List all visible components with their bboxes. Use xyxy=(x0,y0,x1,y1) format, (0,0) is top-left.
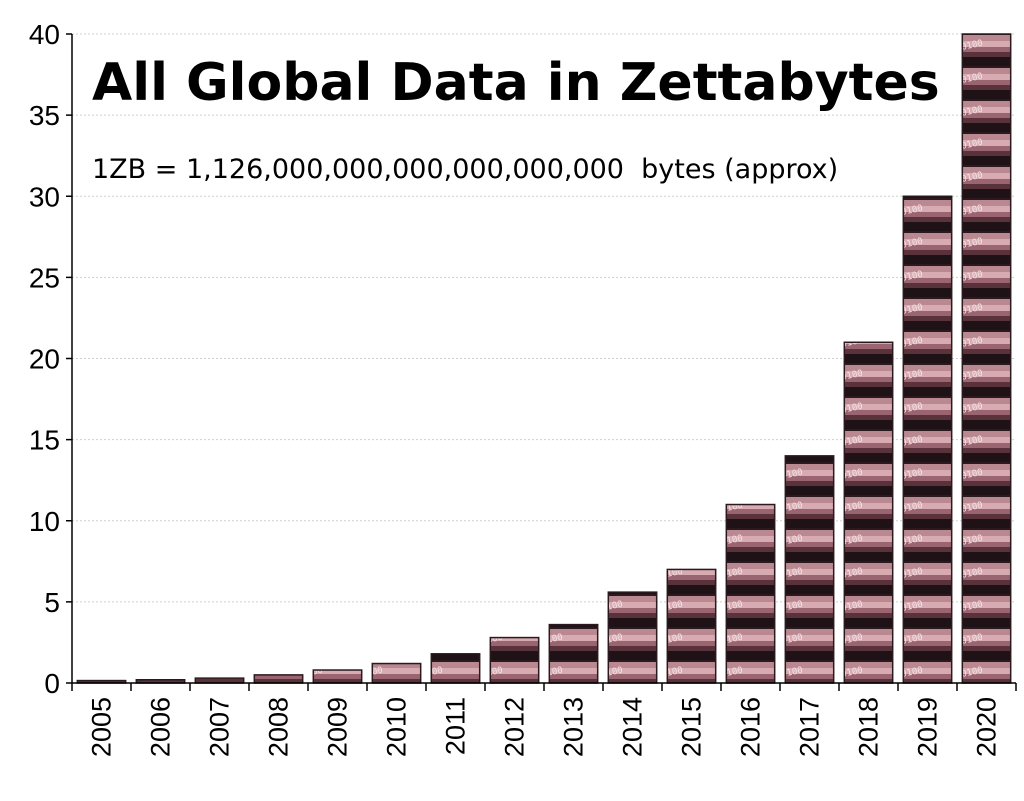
bar-2018 xyxy=(843,341,894,684)
x-category-label: 2014 xyxy=(618,697,648,757)
bar-2008 xyxy=(253,674,304,684)
y-tick-label: 30 xyxy=(29,181,60,212)
x-category-label: 2010 xyxy=(382,697,412,757)
x-category-labels: 2005 2006 2007 2008 2009 2010 2011 2012 2013 2014… xyxy=(87,697,1002,757)
y-tick-label: 40 xyxy=(29,19,60,50)
x-category-label: 2005 xyxy=(87,697,117,757)
y-tick-label: 0 xyxy=(44,668,60,699)
y-tick-label: 5 xyxy=(44,587,60,618)
y-tick-label: 10 xyxy=(29,506,60,537)
gridlines xyxy=(72,33,1016,603)
y-tick-label: 15 xyxy=(29,425,60,456)
bar-2017 xyxy=(784,455,835,684)
x-category-label: 2012 xyxy=(500,697,530,757)
bar-2012 xyxy=(489,636,540,684)
bar-2016 xyxy=(725,503,776,684)
x-category-label: 2020 xyxy=(972,697,1002,757)
x-category-label: 2017 xyxy=(795,697,825,757)
bar-2019 xyxy=(902,195,953,684)
y-tick-label: 20 xyxy=(29,344,60,375)
x-category-label: 2019 xyxy=(913,697,943,757)
bars xyxy=(76,33,1012,684)
chart-subtitle: 1ZB = 1,126,000,000,000,000,000,000 byte… xyxy=(92,154,838,185)
y-tick-label: 35 xyxy=(29,100,60,131)
x-category-label: 2018 xyxy=(854,697,884,757)
bar-2011 xyxy=(430,653,481,684)
x-category-label: 2013 xyxy=(559,697,589,757)
bar-2010 xyxy=(371,662,422,684)
y-tick-label: 25 xyxy=(29,262,60,293)
x-category-label: 2009 xyxy=(323,697,353,757)
x-category-label: 2008 xyxy=(264,697,294,757)
bar-2015 xyxy=(666,568,717,684)
x-category-label: 2007 xyxy=(205,697,235,757)
bar-2009 xyxy=(312,669,363,684)
bar-2014 xyxy=(607,591,658,684)
x-category-label: 2016 xyxy=(736,697,766,757)
x-category-label: 2011 xyxy=(441,697,471,755)
bar-2013 xyxy=(548,623,599,684)
y-tick-labels: 0 5 10 15 20 25 30 35 40 xyxy=(29,19,72,699)
chart-title: All Global Data in Zettabytes xyxy=(92,53,940,113)
x-category-label: 2006 xyxy=(146,697,176,757)
x-category-label: 2015 xyxy=(677,697,707,757)
bar-2020 xyxy=(961,33,1012,684)
